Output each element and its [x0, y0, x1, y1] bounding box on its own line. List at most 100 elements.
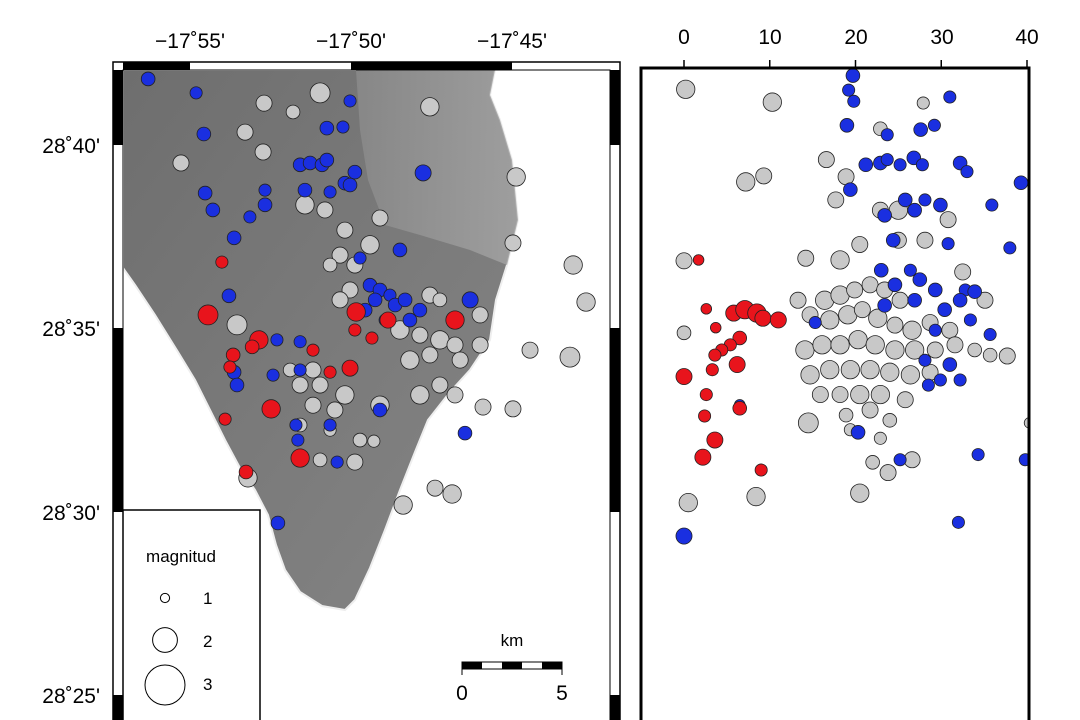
map-gray-event	[431, 376, 449, 394]
section-gray-event	[861, 401, 879, 419]
section-blue-event	[918, 353, 932, 367]
map-gray-event	[304, 396, 322, 414]
section-blue-event	[1018, 453, 1028, 467]
cross-section-panel: 0 10 20 30 40	[639, 26, 1039, 720]
map-gray-event	[346, 453, 364, 471]
map-red-event	[197, 304, 219, 326]
section-blue-event	[808, 316, 822, 330]
map-gray-event	[360, 235, 380, 255]
section-blue-event	[960, 165, 974, 179]
map-red-event	[445, 310, 465, 330]
map-blue-event	[302, 155, 318, 171]
section-gray-event	[865, 335, 885, 355]
section-x-label-40: 40	[1015, 26, 1038, 49]
lon-label-3: −17˚45'	[477, 30, 547, 53]
section-blue-event	[915, 158, 929, 172]
map-gray-event	[411, 326, 429, 344]
section-red-event	[769, 311, 787, 329]
section-blue-event	[903, 263, 917, 277]
lat-label-1: 28˚40'	[42, 135, 100, 158]
legend-label-3: 3	[203, 675, 212, 694]
section-blue-event	[927, 282, 943, 298]
section-gray-event	[882, 413, 898, 428]
section-gray-event	[916, 96, 930, 110]
section-gray-event	[838, 407, 854, 423]
section-gray-event	[789, 291, 807, 309]
section-blue-event	[1013, 175, 1028, 191]
section-gray-event	[954, 263, 972, 281]
map-gray-event	[430, 330, 450, 350]
section-gray-event	[797, 249, 815, 267]
map-blue-event	[392, 242, 408, 258]
section-gray-event	[676, 325, 692, 341]
legend-label-2: 2	[203, 632, 212, 651]
map-gray-event	[312, 452, 328, 468]
section-gray-event	[853, 301, 871, 319]
section-events	[675, 69, 1028, 545]
map-gray-event	[285, 104, 301, 120]
legend-circle-1	[159, 592, 171, 604]
section-blue-event	[921, 378, 935, 392]
section-blue-event	[913, 122, 928, 137]
map-blue-event	[367, 292, 383, 308]
section-red-event	[705, 363, 719, 377]
map-blue-event	[205, 202, 221, 218]
map-gray-event	[304, 361, 322, 379]
map-blue-event	[319, 152, 335, 168]
map-blue-event	[226, 230, 242, 246]
section-red-event	[700, 303, 713, 315]
map-frame-bars	[113, 62, 620, 720]
map-gray-event	[451, 351, 469, 369]
section-blue-event	[907, 202, 922, 218]
map-gray-event	[471, 336, 489, 354]
map-gray-event	[432, 292, 448, 308]
map-blue-event	[412, 302, 428, 318]
section-gray-event	[967, 342, 982, 358]
map-gray-event	[371, 209, 389, 227]
section-blue-event	[893, 453, 907, 467]
map-panel: −17˚55' −17˚50' −17˚45' 28˚40' 28˚35' 28…	[42, 30, 621, 720]
map-gray-event	[471, 306, 489, 324]
section-blue-event	[893, 158, 907, 172]
map-gray-event	[442, 484, 462, 504]
map-gray-event	[352, 432, 368, 448]
map-blue-event	[353, 251, 367, 265]
section-gray-event	[982, 347, 998, 363]
section-gray-event	[837, 168, 855, 186]
map-gray-event	[521, 341, 539, 359]
map-red-event	[346, 302, 366, 322]
section-red-event	[728, 356, 746, 373]
scale-end: 5	[556, 682, 568, 705]
section-gray-event	[817, 151, 835, 169]
section-blue-event	[953, 373, 967, 387]
section-blue-event	[1003, 241, 1017, 255]
section-gray-event	[902, 320, 922, 340]
map-blue-event	[297, 182, 313, 198]
section-gray-event	[820, 310, 840, 330]
map-blue-event	[414, 164, 432, 182]
section-gray-event	[900, 365, 920, 385]
section-red-event	[708, 348, 722, 362]
map-gray-event	[421, 346, 439, 364]
section-gray-event	[831, 386, 849, 404]
map-blue-event	[257, 197, 273, 213]
map-blue-event	[270, 515, 286, 531]
section-gray-event	[736, 172, 756, 192]
map-gray-event	[446, 336, 464, 354]
section-gray-event	[976, 291, 994, 309]
section-blue-event	[918, 193, 932, 207]
map-blue-event	[291, 433, 305, 447]
lat-label-2: 28˚35'	[42, 318, 100, 341]
lon-label-1: −17˚55'	[155, 30, 225, 53]
map-blue-event	[140, 71, 156, 87]
map-gray-event	[255, 94, 273, 112]
section-red-event	[732, 330, 748, 346]
section-blue-event	[983, 328, 997, 342]
section-gray-event	[879, 464, 897, 482]
section-gray-event	[678, 493, 698, 513]
section-red-event	[698, 409, 712, 423]
section-gray-event	[762, 92, 782, 112]
map-blue-event	[372, 402, 388, 418]
section-blue-event	[839, 118, 855, 133]
map-gray-event	[322, 257, 338, 273]
